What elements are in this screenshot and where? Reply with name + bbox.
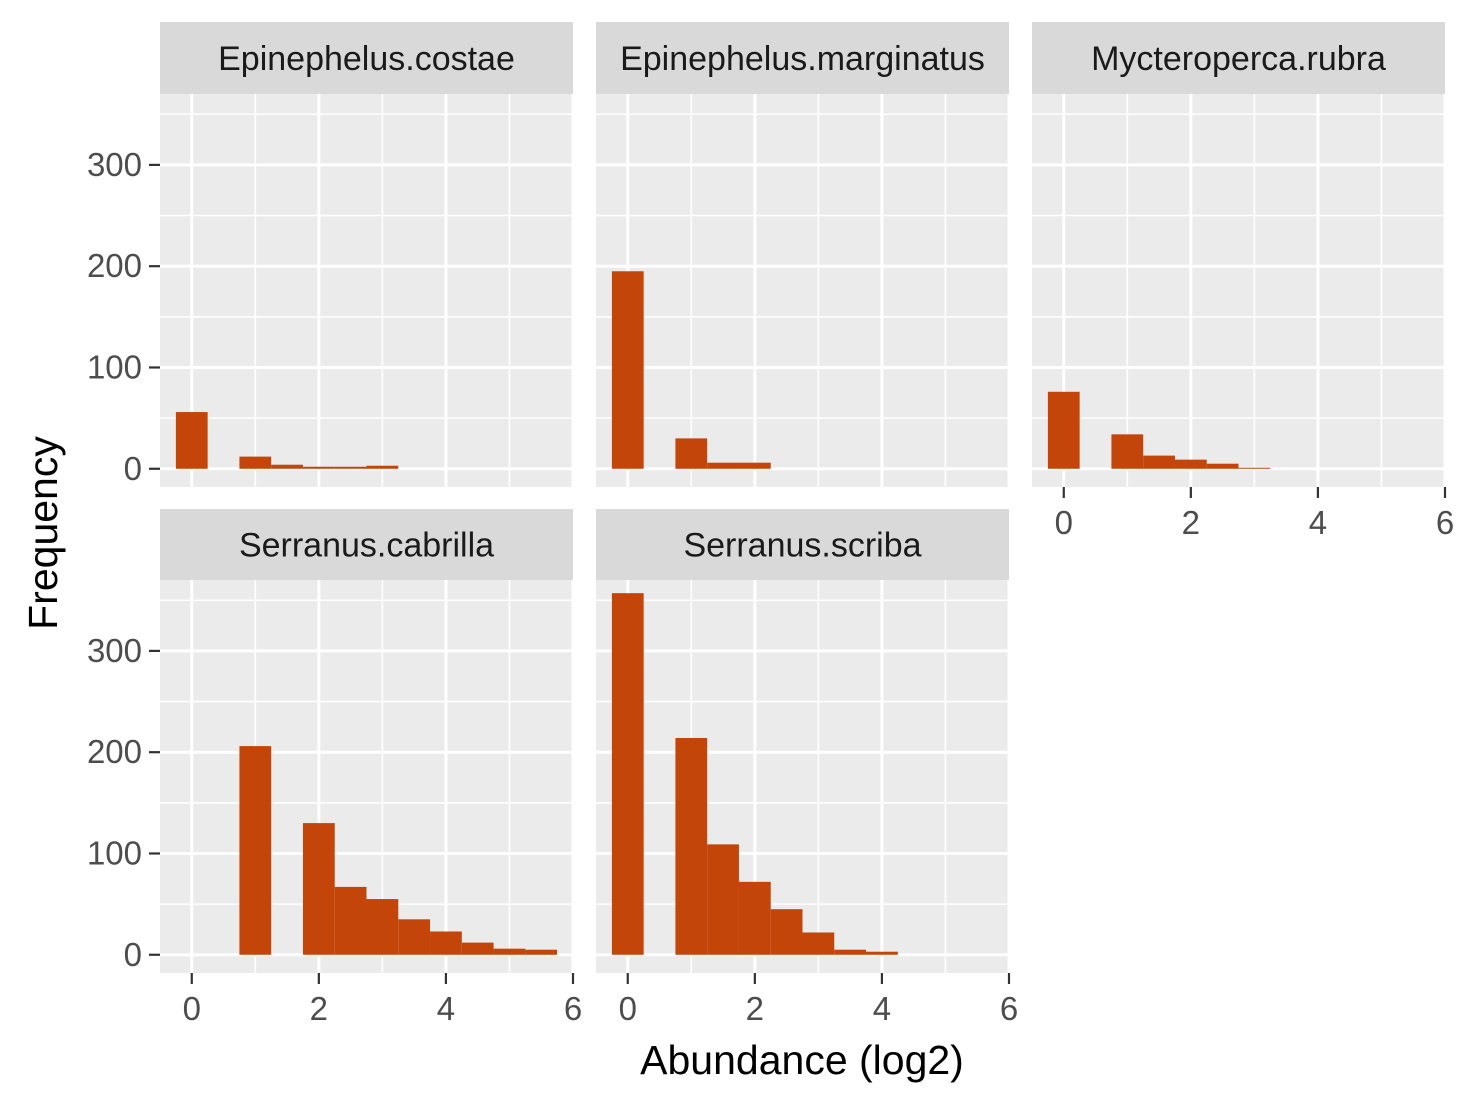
histogram-bar-mycteroperca-rubra — [1206, 463, 1239, 469]
facet-strip-serranus-cabrilla — [160, 509, 573, 580]
facet-strip-epinephelus-marginatus — [596, 22, 1009, 94]
histogram-bar-serranus-scriba — [802, 932, 835, 955]
histogram-bar-serranus-cabrilla — [302, 823, 335, 955]
y-tick-label: 100 — [87, 348, 142, 385]
histogram-bar-serranus-scriba — [738, 881, 771, 955]
x-tick-label: 0 — [619, 990, 637, 1027]
x-tick-label: 4 — [1309, 504, 1327, 541]
facet-label-mycteroperca-rubra: Mycteroperca.rubra — [1091, 40, 1386, 78]
y-tick-label: 0 — [124, 936, 142, 973]
histogram-bar-epinephelus-costae — [239, 456, 272, 469]
histogram-bar-serranus-cabrilla — [398, 919, 431, 955]
histogram-bar-mycteroperca-rubra — [1238, 467, 1271, 469]
facet-label-epinephelus-marginatus: Epinephelus.marginatus — [620, 40, 985, 78]
facet-label-serranus-cabrilla: Serranus.cabrilla — [239, 527, 494, 565]
histogram-bar-serranus-cabrilla — [493, 948, 526, 955]
facet-label-epinephelus-costae: Epinephelus.costae — [218, 40, 515, 78]
panel-background-epinephelus-marginatus — [596, 94, 1009, 487]
histogram-bar-epinephelus-marginatus — [738, 462, 771, 469]
panel-background-mycteroperca-rubra — [1032, 94, 1445, 487]
y-tick-label: 100 — [87, 834, 142, 871]
histogram-bar-epinephelus-marginatus — [675, 438, 708, 469]
histogram-bar-mycteroperca-rubra — [1174, 459, 1207, 469]
panel-background-epinephelus-costae — [160, 94, 573, 487]
x-tick-label: 0 — [183, 990, 201, 1027]
histogram-bar-serranus-scriba — [611, 593, 644, 955]
x-tick-label: 6 — [1436, 504, 1454, 541]
histogram-bar-mycteroperca-rubra — [1111, 434, 1144, 469]
y-tick-label: 300 — [87, 632, 142, 669]
x-tick-label: 6 — [1000, 990, 1018, 1027]
histogram-bar-mycteroperca-rubra — [1143, 455, 1175, 469]
histogram-bar-epinephelus-costae — [271, 464, 303, 469]
histogram-bar-serranus-cabrilla — [366, 899, 399, 955]
histogram-bar-epinephelus-marginatus — [707, 462, 739, 469]
histogram-bar-serranus-cabrilla — [430, 931, 462, 955]
histogram-bar-serranus-scriba — [834, 949, 867, 955]
x-tick-label: 4 — [873, 990, 891, 1027]
histogram-bar-serranus-cabrilla — [461, 942, 494, 955]
panel-background-serranus-scriba — [596, 580, 1009, 973]
histogram-bar-epinephelus-costae — [366, 465, 399, 469]
histogram-bar-serranus-cabrilla — [239, 746, 272, 955]
x-tick-label: 4 — [437, 990, 455, 1027]
y-tick-label: 200 — [87, 733, 142, 770]
y-tick-label: 0 — [124, 450, 142, 487]
facet-strip-serranus-scriba — [596, 509, 1009, 580]
histogram-bar-serranus-scriba — [770, 909, 803, 955]
facet-strip-epinephelus-costae — [160, 22, 573, 94]
y-axis-title: Frequency — [20, 436, 66, 630]
facet-label-serranus-scriba: Serranus.scriba — [683, 527, 921, 565]
histogram-bar-mycteroperca-rubra — [1047, 391, 1080, 469]
x-axis-title: Abundance (log2) — [640, 1037, 964, 1083]
histogram-bar-epinephelus-costae — [302, 466, 335, 469]
histogram-bar-serranus-scriba — [866, 951, 898, 955]
histogram-bar-serranus-scriba — [707, 844, 739, 955]
histogram-bar-epinephelus-marginatus — [611, 271, 644, 469]
x-tick-label: 2 — [310, 990, 328, 1027]
facet-strip-mycteroperca-rubra — [1032, 22, 1445, 94]
x-tick-label: 2 — [746, 990, 764, 1027]
x-tick-label: 0 — [1055, 504, 1073, 541]
x-tick-label: 2 — [1182, 504, 1200, 541]
y-tick-label: 200 — [87, 247, 142, 284]
histogram-bar-serranus-cabrilla — [334, 886, 367, 955]
histogram-bar-epinephelus-costae — [175, 412, 208, 469]
x-tick-label: 6 — [564, 990, 582, 1027]
histogram-bar-serranus-scriba — [675, 738, 708, 955]
y-tick-label: 300 — [87, 146, 142, 183]
histogram-bar-serranus-cabrilla — [525, 949, 558, 955]
histogram-bar-epinephelus-costae — [334, 466, 367, 469]
